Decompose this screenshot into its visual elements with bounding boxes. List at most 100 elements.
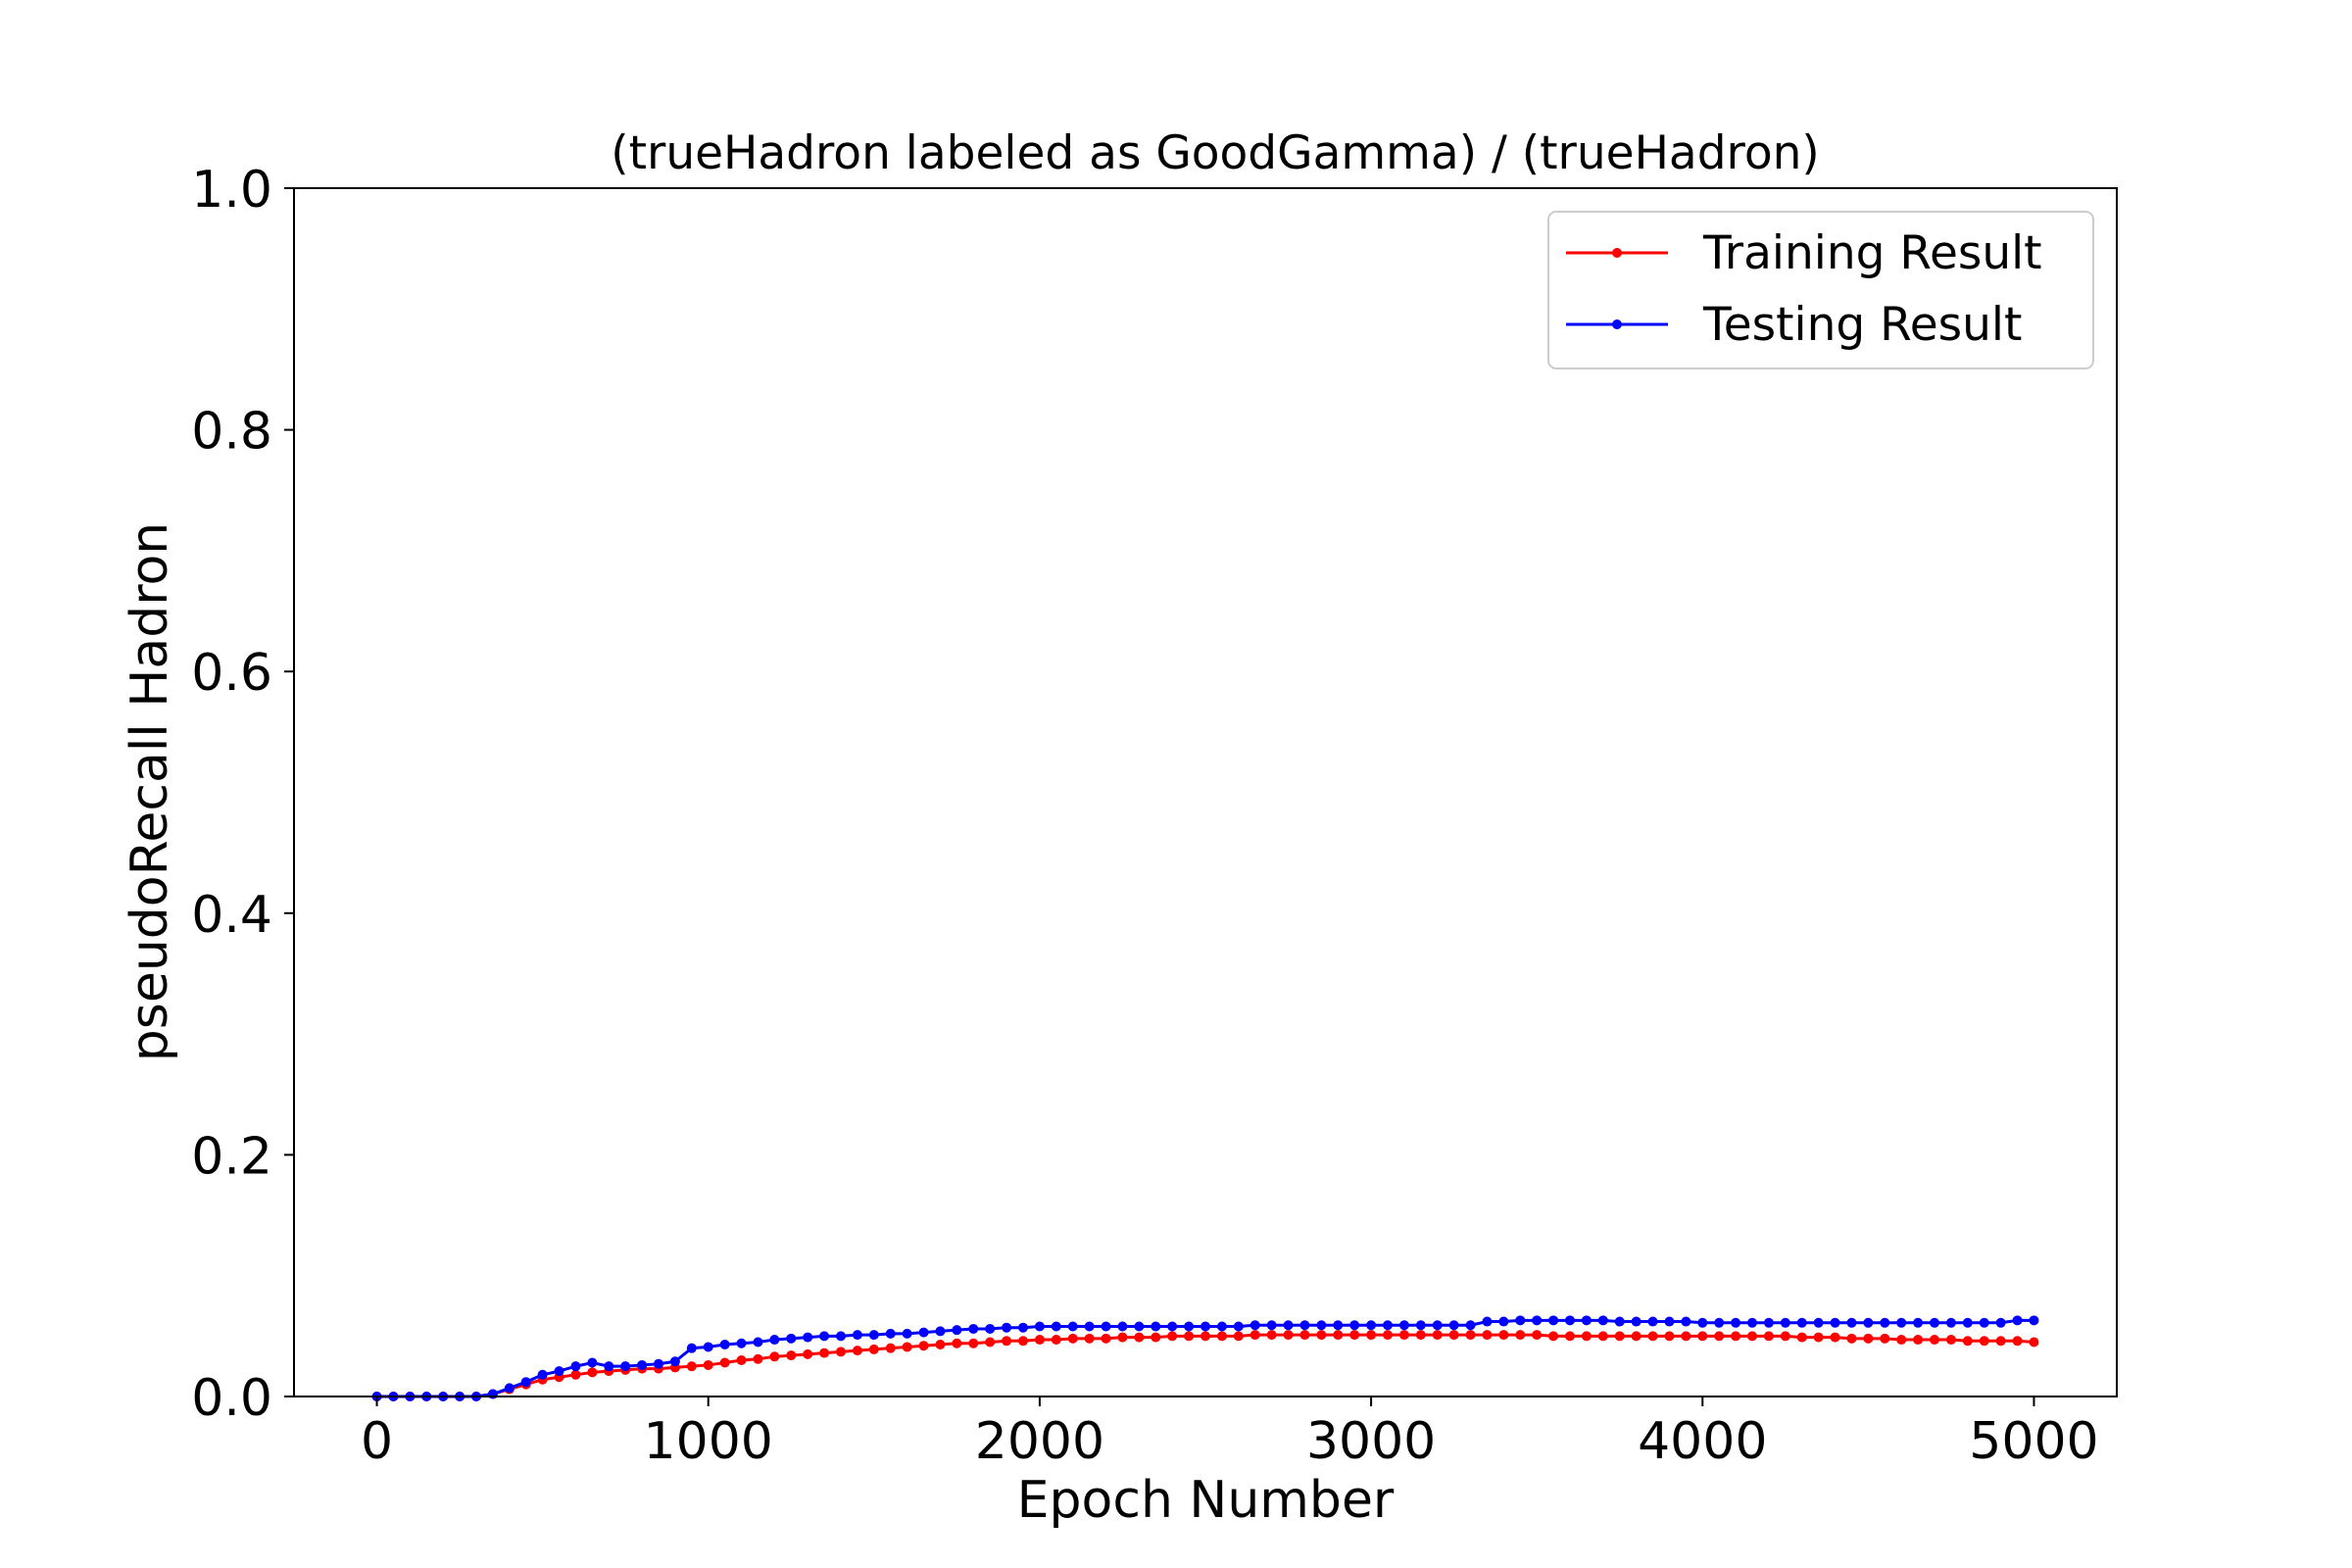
legend-label-testing: Testing Result [1702,298,2022,352]
data-point-training-result [1597,1331,1608,1342]
data-point-training-result [1995,1336,2006,1347]
y-tick-label: 1.0 [191,161,272,220]
data-point-testing-result [769,1335,780,1346]
data-point-training-result [1383,1330,1393,1341]
data-point-testing-result [952,1325,962,1336]
data-point-testing-result [487,1389,498,1399]
data-point-training-result [1647,1331,1658,1342]
data-point-training-result [1283,1330,1294,1341]
legend: Training Result Testing Result [1547,211,2094,369]
data-point-testing-result [654,1358,663,1369]
data-point-testing-result [1383,1320,1393,1331]
data-point-training-result [2029,1337,2039,1348]
series-layer [371,1315,2039,1401]
data-point-training-result [1614,1331,1625,1342]
data-point-testing-result [1913,1317,1924,1328]
data-point-testing-result [1880,1317,1890,1328]
data-point-training-result [1051,1335,1061,1346]
data-point-testing-result [1184,1321,1195,1332]
data-point-testing-result [1333,1320,1344,1331]
data-point-testing-result [1597,1315,1608,1326]
data-point-testing-result [1780,1317,1790,1328]
data-point-testing-result [637,1359,648,1370]
legend-marker-testing [1612,319,1622,329]
data-point-testing-result [686,1343,697,1353]
data-point-training-result [1134,1332,1145,1343]
legend-box [1547,211,2094,369]
y-tick-label: 0.6 [191,644,272,703]
data-point-testing-result [803,1332,813,1343]
data-point-testing-result [1930,1317,1939,1328]
data-point-testing-result [1233,1321,1244,1332]
data-point-testing-result [1647,1316,1658,1327]
data-point-testing-result [2012,1315,2023,1326]
data-point-training-result [1515,1330,1526,1341]
data-point-testing-result [1034,1321,1045,1332]
data-point-testing-result [819,1331,830,1342]
y-tick-label: 0.8 [191,403,272,462]
data-point-testing-result [1863,1317,1874,1328]
data-point-training-result [968,1338,979,1348]
data-point-testing-result [786,1333,797,1344]
data-point-training-result [753,1353,763,1364]
data-point-testing-result [2029,1315,2039,1326]
data-point-testing-result [868,1330,879,1341]
y-tick-label: 0.4 [191,886,272,945]
data-point-training-result [1200,1331,1210,1342]
data-point-testing-result [570,1361,581,1372]
data-point-testing-result [1216,1321,1227,1332]
data-point-testing-result [985,1323,996,1334]
data-point-training-result [1333,1330,1344,1341]
data-point-training-result [1084,1333,1095,1344]
data-point-training-result [1184,1331,1195,1342]
data-point-testing-result [1714,1317,1725,1328]
data-point-testing-result [1366,1320,1377,1331]
data-point-testing-result [1548,1315,1559,1326]
data-point-testing-result [1962,1317,1973,1328]
x-axis: 0 1000 2000 3000 4000 5000 [361,1396,2099,1471]
data-point-training-result [985,1337,996,1348]
data-point-training-result [1697,1331,1708,1342]
data-point-training-result [1498,1330,1509,1341]
data-point-testing-result [1465,1320,1476,1331]
data-point-training-result [852,1346,862,1356]
data-point-training-result [1747,1331,1757,1342]
data-point-testing-result [753,1337,763,1348]
data-point-testing-result [1283,1320,1294,1331]
plot-area [294,188,2117,1396]
data-point-testing-result [885,1328,896,1339]
data-point-training-result [1532,1330,1543,1341]
data-point-training-result [1681,1331,1691,1342]
data-point-training-result [1250,1330,1260,1341]
data-point-testing-result [1846,1317,1857,1328]
data-point-testing-result [1498,1316,1509,1327]
data-point-testing-result [918,1327,929,1338]
data-point-testing-result [1250,1320,1260,1331]
data-point-training-result [1448,1330,1459,1341]
data-point-training-result [1780,1331,1790,1342]
data-point-training-result [1913,1335,1924,1346]
data-point-training-result [868,1344,879,1354]
data-point-testing-result [1631,1316,1642,1327]
data-point-training-result [1945,1335,1956,1346]
data-point-training-result [935,1339,946,1349]
data-point-testing-result [935,1326,946,1337]
data-point-testing-result [1532,1315,1543,1326]
data-point-training-result [1316,1330,1327,1341]
data-point-testing-result [1349,1320,1360,1331]
data-point-testing-result [703,1342,713,1352]
data-point-testing-result [669,1356,680,1367]
data-point-training-result [1813,1332,1824,1343]
data-point-training-result [1863,1333,1874,1344]
data-point-training-result [1731,1331,1741,1342]
data-point-testing-result [1763,1317,1774,1328]
data-point-training-result [1151,1332,1161,1343]
data-point-training-result [1349,1330,1360,1341]
data-point-training-result [1465,1330,1476,1341]
data-point-testing-result [520,1377,531,1388]
data-point-testing-result [1664,1316,1675,1327]
data-point-testing-result [1151,1321,1161,1332]
data-point-testing-result [1830,1317,1840,1328]
data-point-training-result [1101,1333,1111,1344]
data-point-testing-result [836,1331,846,1342]
